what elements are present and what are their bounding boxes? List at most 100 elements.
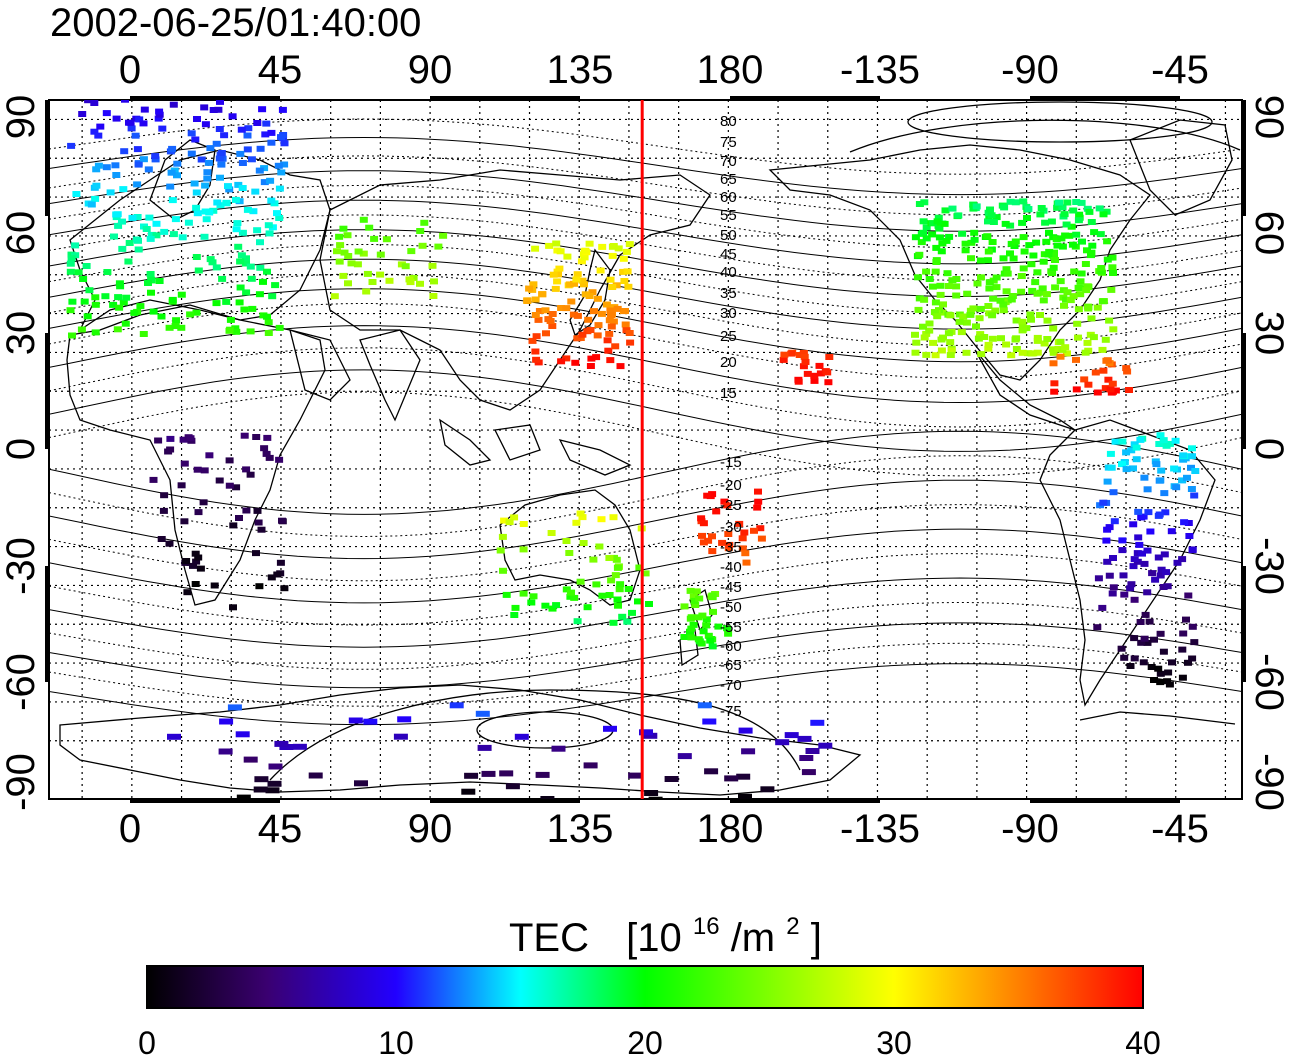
tec-cell: [624, 283, 633, 290]
tec-cell: [91, 195, 100, 202]
tec-cell: [1108, 590, 1117, 597]
tec-cell: [1143, 547, 1152, 554]
tec-cell: [218, 748, 233, 755]
tec-cell: [183, 589, 192, 596]
magnetic-latitude-label: -75: [720, 703, 742, 720]
bottom-lon-tick: -135: [840, 807, 920, 851]
tec-cell: [134, 246, 143, 253]
tec-cell: [149, 476, 158, 483]
tec-cell: [1072, 231, 1081, 238]
tec-cell: [1090, 229, 1099, 236]
tec-cell: [178, 234, 187, 241]
tec-cell: [970, 236, 979, 243]
tec-cell: [1076, 278, 1085, 285]
tec-cell: [1018, 219, 1027, 226]
tec-cell: [154, 115, 163, 122]
tec-cell: [929, 339, 938, 346]
tec-cell: [694, 636, 703, 643]
tec-cell: [511, 604, 520, 611]
tec-cell: [805, 748, 820, 754]
tec-cell: [268, 224, 277, 231]
tec-cell: [974, 335, 983, 342]
tec-cell: [121, 320, 130, 327]
tec-cell: [1093, 389, 1102, 396]
tec-cell: [606, 276, 615, 283]
tec-cell: [972, 203, 981, 210]
tec-cell: [648, 796, 663, 799]
tec-cell: [215, 477, 224, 484]
tec-cell: [1018, 318, 1027, 325]
tec-cell: [119, 299, 128, 306]
tec-cell: [585, 240, 594, 247]
tec-cell: [1127, 581, 1136, 588]
tec-cell: [984, 345, 993, 352]
tec-cell: [741, 550, 750, 557]
tec-cell: [911, 331, 919, 338]
colorbar-label: TEC: [509, 916, 589, 960]
tec-cell: [1019, 265, 1028, 272]
colorbar-unit-suffix: ]: [811, 916, 822, 960]
tec-cell: [149, 308, 158, 315]
tec-cell: [944, 283, 953, 289]
tec-cell: [939, 334, 947, 341]
left-lat-tick: -30: [0, 537, 43, 595]
tec-cell: [583, 604, 592, 611]
tec-cell: [1012, 335, 1021, 342]
colorbar-ticks: 0 10 20 30 40: [138, 1025, 1161, 1057]
tec-cell: [1107, 286, 1116, 293]
tec-cell: [409, 274, 418, 281]
tec-cell: [1139, 659, 1148, 666]
tec-cell: [166, 446, 175, 453]
tec-cell: [106, 189, 115, 196]
tec-cell: [354, 780, 368, 787]
tec-cell: [718, 539, 727, 546]
tec-cell: [738, 727, 753, 734]
tec-cell: [1050, 253, 1058, 260]
left-lat-tick: 30: [0, 311, 43, 356]
tec-cell: [187, 130, 196, 137]
tec-cell: [724, 545, 733, 552]
tec-cell: [531, 296, 540, 303]
tec-cell: [548, 605, 557, 612]
magnetic-contour: [49, 504, 1242, 582]
tec-cell: [72, 91, 80, 97]
tec-cell: [385, 277, 394, 284]
tec-cell: [595, 543, 604, 550]
tec-cell: [339, 272, 348, 279]
tec-cell: [572, 276, 581, 283]
magnetic-latitude-label: 60: [720, 189, 737, 206]
tec-cell: [343, 232, 352, 239]
tec-cell: [133, 214, 142, 220]
tec-cell: [267, 129, 276, 136]
tec-cell: [1068, 241, 1077, 248]
tec-cell: [1060, 302, 1068, 309]
tec-cell: [609, 318, 618, 325]
tec-cell: [1180, 519, 1189, 526]
tec-cell: [1074, 334, 1082, 341]
tec-cell: [477, 744, 492, 751]
tec-cell: [1148, 570, 1157, 577]
tec-cell: [1055, 199, 1063, 206]
tec-cell: [212, 140, 221, 147]
tec-cell: [803, 370, 812, 377]
tec-cell: [1191, 468, 1200, 474]
tec-cell: [586, 363, 595, 369]
tec-cell: [1060, 211, 1069, 218]
tec-cell: [605, 592, 614, 598]
tec-cell: [434, 243, 443, 250]
tec-cell: [461, 788, 476, 795]
tec-cell: [179, 436, 188, 443]
magnetic-contour: [49, 622, 1242, 689]
tec-cell: [1066, 297, 1075, 304]
tec-cell: [1146, 528, 1155, 535]
tec-cell: [336, 242, 345, 249]
tec-cell: [1190, 639, 1199, 646]
tec-cell: [210, 582, 219, 589]
tec-cell: [165, 324, 174, 331]
tec-cell: [77, 326, 86, 333]
tec-cell: [1150, 677, 1158, 683]
tec-cell: [1028, 287, 1037, 294]
tec-cell: [1135, 541, 1144, 548]
tec-cell: [393, 733, 408, 740]
